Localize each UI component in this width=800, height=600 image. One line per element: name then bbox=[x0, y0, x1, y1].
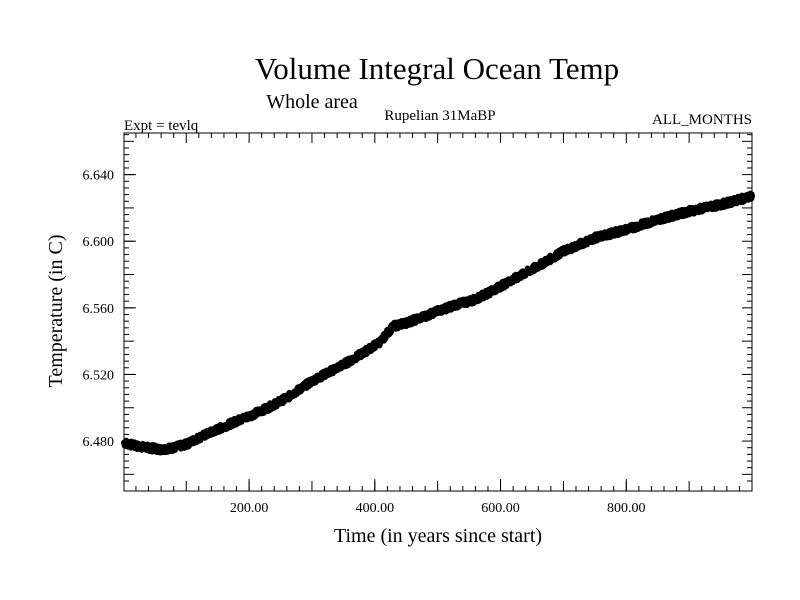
series-layer bbox=[121, 190, 755, 456]
months-label: ALL_MONTHS bbox=[652, 112, 752, 128]
chart-title: Volume Integral Ocean Temp bbox=[255, 51, 619, 86]
plot-frame bbox=[123, 132, 753, 492]
y-tick-label: 6.520 bbox=[83, 368, 115, 383]
y-axis-label: Temperature (in C) bbox=[45, 235, 67, 388]
y-tick-label: 6.640 bbox=[83, 169, 115, 184]
x-tick-label: 800.00 bbox=[607, 501, 646, 516]
x-tick-label: 600.00 bbox=[481, 501, 520, 516]
chart-subtitle: Whole area bbox=[266, 91, 358, 113]
period-label: Rupelian 31MaBP bbox=[384, 108, 495, 124]
x-axis-label: Time (in years since start) bbox=[334, 525, 542, 547]
axis-ticks bbox=[124, 133, 752, 491]
experiment-label: Expt = tevlq bbox=[124, 118, 199, 134]
x-tick-label: 400.00 bbox=[356, 501, 395, 516]
tick-labels: 200.00 400.00 600.00 800.00 6.480 6.520 6.560 6… bbox=[83, 169, 646, 516]
y-tick-label: 6.560 bbox=[83, 302, 115, 317]
x-tick-label: 200.00 bbox=[230, 501, 269, 516]
y-tick-label: 6.600 bbox=[83, 235, 115, 250]
temperature-series-line bbox=[121, 190, 755, 456]
y-tick-label: 6.480 bbox=[83, 435, 115, 450]
